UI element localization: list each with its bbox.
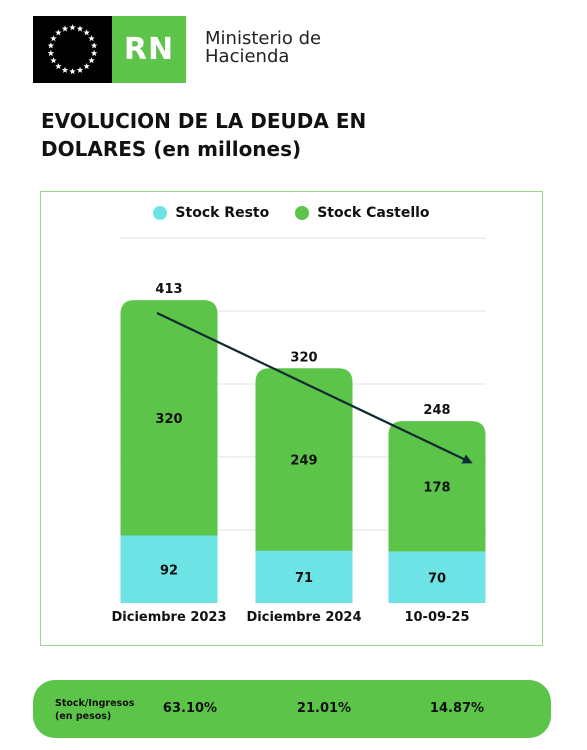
flag-icon — [33, 16, 112, 83]
bar-resto — [255, 550, 353, 603]
legend-item-resto: Stock Resto — [153, 202, 269, 224]
flag-star-icon — [83, 62, 90, 70]
bar-resto — [388, 551, 486, 603]
flag-star-icon — [61, 66, 69, 73]
flag-star-icon — [69, 68, 76, 75]
legend-swatch-castello — [295, 206, 310, 220]
flag-star-icon — [83, 29, 90, 36]
bar-resto — [120, 535, 218, 603]
resto-value-label: 92 — [160, 563, 178, 578]
ministry-line-1: Ministerio de — [205, 28, 322, 49]
ministry-line-2: Hacienda — [205, 46, 290, 67]
legend-label-castello: Stock Castello — [317, 205, 430, 221]
flag-star-icon — [55, 29, 62, 36]
flag-star-icon — [76, 66, 84, 73]
flag-star-icon — [47, 49, 55, 57]
total-label: 320 — [290, 350, 317, 365]
resto-value-label: 71 — [295, 571, 313, 586]
castello-value-label: 320 — [155, 412, 182, 427]
flag-star-icon — [50, 35, 57, 42]
flag-star-icon — [61, 25, 69, 32]
flag-star-icon — [50, 57, 57, 64]
logo: RN — [33, 16, 186, 83]
chart-title: EVOLUCION DE LA DEUDA EN DOLARES (en mil… — [41, 109, 367, 161]
flag-star-icon — [90, 49, 98, 57]
castello-value-label: 249 — [290, 454, 317, 469]
ratio-value-2024: 21.01% — [296, 701, 352, 716]
total-label: 413 — [155, 282, 182, 297]
ministry-name: Ministerio de Hacienda — [205, 30, 321, 66]
ratio-value-2025: 14.87% — [429, 701, 485, 716]
ratio-bar: Stock/Ingresos (en pesos) 63.10% 21.01% … — [33, 680, 551, 738]
flag-star-icon — [88, 57, 95, 64]
x-tick-label: Diciembre 2023 — [111, 610, 226, 625]
bar-castello — [120, 300, 218, 536]
trend-arrow — [156, 312, 473, 464]
castello-value-label: 178 — [423, 480, 450, 495]
logo-rn-text: RN — [112, 16, 186, 83]
flag-star-icon — [69, 24, 76, 31]
ratio-label-line-2: (en pesos) — [55, 711, 112, 722]
legend-swatch-resto — [153, 206, 168, 220]
flag-star-icon — [88, 35, 95, 42]
chart-frame — [40, 191, 543, 646]
flag-star-icon — [90, 42, 98, 49]
ratio-label-line-1: Stock/Ingresos — [55, 698, 135, 709]
bar-castello — [388, 421, 486, 552]
legend-label-resto: Stock Resto — [175, 205, 270, 221]
total-label: 248 — [423, 403, 450, 418]
ratio-label: Stock/Ingresos (en pesos) — [55, 697, 134, 723]
ratio-value-2023: 63.10% — [162, 701, 218, 716]
resto-value-label: 70 — [428, 571, 446, 586]
bar-castello — [255, 368, 353, 551]
x-tick-label: 10-09-25 — [404, 610, 469, 625]
chart-legend: Stock Resto Stock Castello — [40, 202, 543, 224]
legend-item-castello: Stock Castello — [295, 202, 430, 224]
flag-star-icon — [55, 62, 62, 70]
flag-star-icon — [76, 25, 84, 32]
x-tick-label: Diciembre 2024 — [246, 610, 361, 625]
flag-star-icon — [47, 42, 55, 49]
